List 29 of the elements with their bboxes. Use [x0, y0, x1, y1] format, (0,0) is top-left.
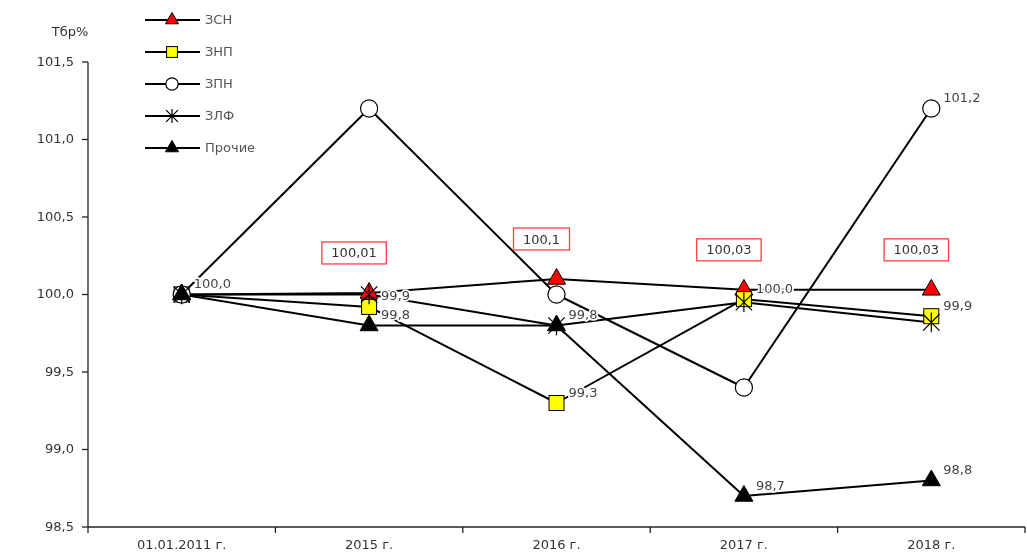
y-tick-label: 101,5: [36, 53, 74, 69]
annotation: 100,03: [893, 242, 940, 258]
legend-label: ЗПН: [205, 75, 233, 91]
legend-label: ЗЛФ: [205, 107, 235, 123]
data-label: 99,9: [943, 297, 973, 313]
data-label: 98,7: [755, 477, 785, 493]
x-tick-label: 2015 г.: [345, 536, 394, 552]
y-tick-label: 98,5: [45, 518, 74, 534]
y-tick-label: 99,0: [45, 441, 74, 456]
x-tick-label: 01.01.2011 г.: [136, 536, 227, 552]
data-label: 101,2: [943, 90, 981, 105]
y-tick-label: 99,5: [45, 363, 74, 379]
y-tick-label: 101,0: [36, 131, 74, 146]
annotation: 100,03: [706, 242, 752, 258]
x-tick-label: 2018 г.: [907, 536, 956, 552]
x-tick-label: 2016 г.: [532, 536, 581, 552]
legend-label: Прочие: [205, 139, 256, 155]
data-label: 98,8: [943, 462, 973, 477]
legend-label: ЗНП: [205, 43, 233, 59]
data-label: 100,0: [193, 276, 231, 291]
annotation: 100,1: [522, 231, 561, 247]
annotation: 100,01: [331, 245, 377, 261]
y-tick-label: 100,0: [36, 286, 74, 301]
y-tick-label: 100,5: [36, 208, 74, 224]
data-label: 99,8: [568, 307, 598, 322]
x-tick-label: 2017 г.: [719, 536, 768, 552]
data-label: 99,8: [381, 307, 411, 322]
y-axis-title: Тбр%: [50, 23, 89, 39]
legend-label: ЗСН: [205, 11, 233, 27]
